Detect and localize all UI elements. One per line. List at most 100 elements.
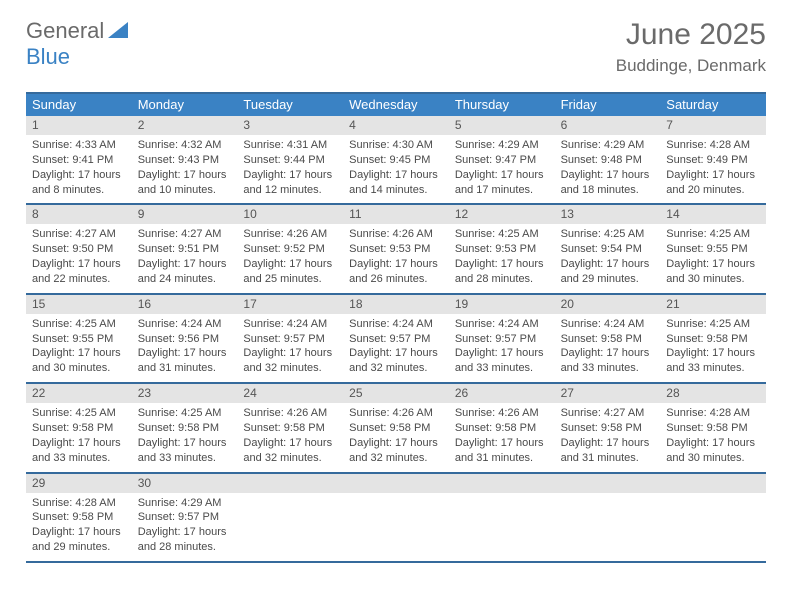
calendar-cell: 9Sunrise: 4:27 AMSunset: 9:51 PMDaylight… [132, 205, 238, 292]
calendar-table: SundayMondayTuesdayWednesdayThursdayFrid… [26, 92, 766, 563]
sunrise-text: Sunrise: 4:30 AM [349, 138, 443, 153]
day-header: Thursday [449, 94, 555, 116]
sunset-text: Sunset: 9:58 PM [666, 421, 760, 436]
sunrise-text: Sunrise: 4:25 AM [138, 406, 232, 421]
sunset-text: Sunset: 9:57 PM [243, 332, 337, 347]
sunrise-text: Sunrise: 4:26 AM [455, 406, 549, 421]
sunrise-text: Sunrise: 4:32 AM [138, 138, 232, 153]
daylight-text: and 30 minutes. [666, 451, 760, 466]
daylight-text: Daylight: 17 hours [666, 257, 760, 272]
daylight-text: and 22 minutes. [32, 272, 126, 287]
sunrise-text: Sunrise: 4:24 AM [455, 317, 549, 332]
calendar-cell: 17Sunrise: 4:24 AMSunset: 9:57 PMDayligh… [237, 295, 343, 382]
calendar-cell: 18Sunrise: 4:24 AMSunset: 9:57 PMDayligh… [343, 295, 449, 382]
calendar-body: 1Sunrise: 4:33 AMSunset: 9:41 PMDaylight… [26, 116, 766, 563]
calendar-cell: 27 Sunrise: 4:27 AMSunset: 9:58 PMDayligh… [555, 384, 661, 471]
sunrise-text: Sunrise: 4:27 AM [561, 406, 655, 421]
sunset-text: Sunset: 9:54 PM [561, 242, 655, 257]
calendar-cell: 12Sunrise: 4:25 AMSunset: 9:53 PMDayligh… [449, 205, 555, 292]
calendar-cell: 30Sunrise: 4:29 AMSunset: 9:57 PMDayligh… [132, 474, 238, 561]
calendar-cell: 10Sunrise: 4:26 AMSunset: 9:52 PMDayligh… [237, 205, 343, 292]
cell-body [237, 493, 343, 551]
calendar-cell [555, 474, 661, 561]
week-row: 15Sunrise: 4:25 AMSunset: 9:55 PMDayligh… [26, 295, 766, 384]
daylight-text: and 32 minutes. [243, 451, 337, 466]
day-header-row: SundayMondayTuesdayWednesdayThursdayFrid… [26, 94, 766, 116]
calendar-cell: 25Sunrise: 4:26 AMSunset: 9:58 PMDayligh… [343, 384, 449, 471]
page-header: General June 2025 Buddinge, Denmark [0, 0, 792, 82]
cell-body [660, 493, 766, 551]
daylight-text: Daylight: 17 hours [561, 436, 655, 451]
cell-body: Sunrise: 4:25 AMSunset: 9:53 PMDaylight:… [449, 224, 555, 286]
title-block: June 2025 Buddinge, Denmark [616, 18, 766, 76]
daylight-text: Daylight: 17 hours [561, 346, 655, 361]
daylight-text: Daylight: 17 hours [138, 436, 232, 451]
calendar-cell: 23Sunrise: 4:25 AMSunset: 9:58 PMDayligh… [132, 384, 238, 471]
sunset-text: Sunset: 9:58 PM [349, 421, 443, 436]
day-number [660, 474, 766, 493]
calendar-cell [660, 474, 766, 561]
sunset-text: Sunset: 9:58 PM [455, 421, 549, 436]
week-row: 22Sunrise: 4:25 AMSunset: 9:58 PMDayligh… [26, 384, 766, 473]
day-number: 1 [26, 116, 132, 135]
calendar-cell: 29Sunrise: 4:28 AMSunset: 9:58 PMDayligh… [26, 474, 132, 561]
cell-body: Sunrise: 4:28 AMSunset: 9:58 PMDaylight:… [660, 403, 766, 465]
day-header: Saturday [660, 94, 766, 116]
daylight-text: and 17 minutes. [455, 183, 549, 198]
sunset-text: Sunset: 9:58 PM [561, 421, 655, 436]
cell-body: Sunrise: 4:24 AMSunset: 9:56 PMDaylight:… [132, 314, 238, 376]
daylight-text: and 30 minutes. [32, 361, 126, 376]
daylight-text: Daylight: 17 hours [32, 257, 126, 272]
day-number: 18 [343, 295, 449, 314]
sunset-text: Sunset: 9:48 PM [561, 153, 655, 168]
sunset-text: Sunset: 9:50 PM [32, 242, 126, 257]
day-number: 6 [555, 116, 661, 135]
cell-body [449, 493, 555, 551]
sunset-text: Sunset: 9:56 PM [138, 332, 232, 347]
daylight-text: and 33 minutes. [138, 451, 232, 466]
cell-body: Sunrise: 4:32 AMSunset: 9:43 PMDaylight:… [132, 135, 238, 197]
sunset-text: Sunset: 9:43 PM [138, 153, 232, 168]
sunrise-text: Sunrise: 4:25 AM [32, 317, 126, 332]
cell-body: Sunrise: 4:31 AMSunset: 9:44 PMDaylight:… [237, 135, 343, 197]
daylight-text: Daylight: 17 hours [455, 257, 549, 272]
daylight-text: Daylight: 17 hours [666, 436, 760, 451]
sunrise-text: Sunrise: 4:24 AM [138, 317, 232, 332]
daylight-text: Daylight: 17 hours [32, 168, 126, 183]
calendar-cell: 21Sunrise: 4:25 AMSunset: 9:58 PMDayligh… [660, 295, 766, 382]
week-row: 1Sunrise: 4:33 AMSunset: 9:41 PMDaylight… [26, 116, 766, 205]
cell-body: Sunrise: 4:27 AMSunset: 9:51 PMDaylight:… [132, 224, 238, 286]
daylight-text: and 20 minutes. [666, 183, 760, 198]
day-number: 27 [555, 384, 661, 403]
cell-body: Sunrise: 4:24 AMSunset: 9:57 PMDaylight:… [237, 314, 343, 376]
daylight-text: Daylight: 17 hours [243, 346, 337, 361]
day-number: 26 [449, 384, 555, 403]
day-number: 12 [449, 205, 555, 224]
daylight-text: and 33 minutes. [561, 361, 655, 376]
day-header: Monday [132, 94, 238, 116]
day-number [343, 474, 449, 493]
day-number: 11 [343, 205, 449, 224]
calendar-cell: 4Sunrise: 4:30 AMSunset: 9:45 PMDaylight… [343, 116, 449, 203]
daylight-text: and 32 minutes. [349, 361, 443, 376]
daylight-text: and 28 minutes. [455, 272, 549, 287]
daylight-text: and 30 minutes. [666, 272, 760, 287]
sunrise-text: Sunrise: 4:33 AM [32, 138, 126, 153]
daylight-text: and 32 minutes. [349, 451, 443, 466]
daylight-text: and 33 minutes. [666, 361, 760, 376]
day-number: 28 [660, 384, 766, 403]
daylight-text: and 33 minutes. [455, 361, 549, 376]
sunrise-text: Sunrise: 4:26 AM [349, 406, 443, 421]
day-number: 9 [132, 205, 238, 224]
day-number [237, 474, 343, 493]
cell-body: Sunrise: 4:24 AMSunset: 9:57 PMDaylight:… [449, 314, 555, 376]
daylight-text: Daylight: 17 hours [138, 257, 232, 272]
daylight-text: and 32 minutes. [243, 361, 337, 376]
sunset-text: Sunset: 9:53 PM [349, 242, 443, 257]
cell-body: Sunrise: 4:26 AMSunset: 9:58 PMDaylight:… [237, 403, 343, 465]
calendar-cell: 14Sunrise: 4:25 AMSunset: 9:55 PMDayligh… [660, 205, 766, 292]
daylight-text: and 12 minutes. [243, 183, 337, 198]
logo-text-2: Blue [26, 44, 70, 70]
sunset-text: Sunset: 9:45 PM [349, 153, 443, 168]
daylight-text: Daylight: 17 hours [138, 346, 232, 361]
